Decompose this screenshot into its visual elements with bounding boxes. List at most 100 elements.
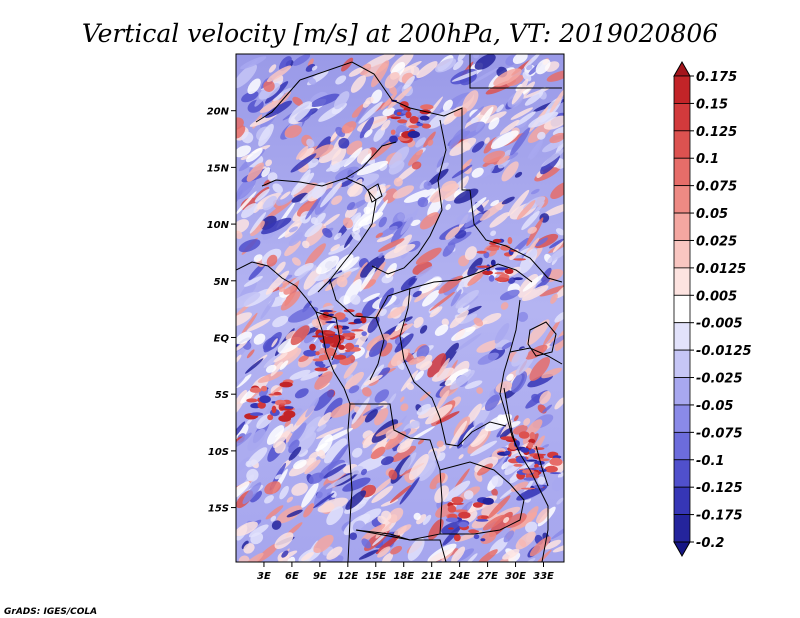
field-cell — [490, 230, 497, 237]
field-cell — [556, 497, 564, 505]
field-cell — [290, 325, 310, 346]
field-cell — [375, 534, 400, 554]
field-cell — [305, 426, 316, 439]
field-cell — [554, 397, 564, 410]
field-cell — [552, 126, 564, 136]
field-cell — [333, 232, 342, 240]
field-cell — [348, 385, 360, 394]
field-cell — [477, 549, 498, 562]
field-cell — [236, 125, 246, 139]
field-cell — [394, 333, 414, 353]
colorbar-segment — [673, 431, 691, 461]
y-tick-label: EQ — [214, 333, 230, 344]
field-cell — [325, 321, 337, 324]
field-cell — [345, 349, 351, 353]
field-cell — [445, 226, 461, 240]
y-tick-label: 5S — [215, 390, 229, 401]
field-cell — [265, 199, 293, 220]
field-cell — [315, 351, 320, 356]
field-cell — [490, 130, 519, 149]
field-cell — [479, 200, 507, 221]
field-cell — [466, 106, 485, 124]
field-cell — [314, 267, 341, 282]
field-cell — [427, 109, 453, 129]
field-cell — [400, 275, 418, 291]
field-cell — [349, 199, 368, 211]
y-tick-label: 20N — [207, 107, 230, 118]
field-cell — [547, 243, 564, 263]
border-car — [375, 263, 533, 319]
field-cell — [311, 182, 327, 199]
field-cell — [422, 289, 440, 307]
field-cell — [525, 521, 538, 533]
field-cell — [264, 81, 289, 104]
field-cell — [526, 419, 543, 436]
field-cell — [271, 338, 278, 348]
field-cell — [515, 111, 536, 126]
field-cell — [274, 261, 286, 275]
field-cell — [384, 431, 407, 450]
field-cell — [499, 427, 513, 439]
field-cell — [441, 318, 449, 327]
field-cell — [549, 457, 563, 466]
field-cell — [286, 496, 294, 503]
field-cell — [342, 332, 356, 337]
field-cell — [483, 150, 506, 164]
field-cell — [396, 525, 403, 530]
field-cell — [551, 477, 564, 492]
field-cell — [238, 239, 261, 253]
field-cell — [236, 312, 252, 328]
field-cell — [246, 398, 258, 403]
field-cell — [542, 318, 561, 346]
country-borders — [236, 54, 563, 562]
field-cell — [236, 291, 261, 309]
x-tick-label: 33E — [533, 571, 554, 582]
field-cell — [352, 520, 366, 534]
field-cell — [375, 232, 383, 238]
border-algeria-niger — [255, 79, 301, 123]
field-cell — [476, 387, 483, 394]
field-cell — [305, 397, 320, 418]
field-cell — [521, 285, 549, 302]
field-cell — [450, 289, 462, 307]
field-cell — [246, 349, 255, 359]
field-cell — [330, 244, 341, 252]
field-cell — [462, 90, 479, 112]
field-cell — [533, 447, 545, 450]
field-cell — [416, 122, 424, 127]
field-cell — [510, 127, 530, 156]
field-cell — [526, 319, 550, 346]
x-tick-label: 15E — [365, 571, 386, 582]
field-cell — [376, 234, 394, 243]
field-cell — [365, 96, 374, 105]
field-cell — [501, 342, 513, 350]
field-cell — [236, 389, 248, 416]
field-cell — [409, 116, 419, 124]
field-cell — [400, 403, 409, 412]
field-cell — [543, 539, 562, 550]
field-cell — [243, 275, 263, 287]
field-cell — [236, 432, 252, 449]
field-cell — [273, 91, 285, 102]
field-cell — [442, 525, 462, 546]
field-cell — [542, 138, 564, 153]
field-cell — [307, 58, 314, 67]
field-cell — [265, 270, 290, 295]
field-cell — [479, 163, 495, 178]
field-cell — [427, 543, 457, 562]
field-cell — [333, 91, 350, 110]
field-cell — [405, 111, 412, 119]
field-cell — [445, 203, 452, 211]
field-cell — [344, 371, 365, 390]
field-cell — [327, 444, 349, 471]
field-cell — [451, 69, 483, 82]
field-cell — [447, 505, 457, 513]
field-cell — [537, 476, 546, 485]
x-tick-label: 21E — [421, 571, 442, 582]
field-cell — [358, 211, 384, 227]
field-cell — [245, 147, 263, 163]
field-cell — [246, 468, 259, 482]
y-tick-label: 15S — [208, 504, 229, 515]
field-cell — [387, 306, 406, 319]
field-cell — [300, 369, 326, 381]
